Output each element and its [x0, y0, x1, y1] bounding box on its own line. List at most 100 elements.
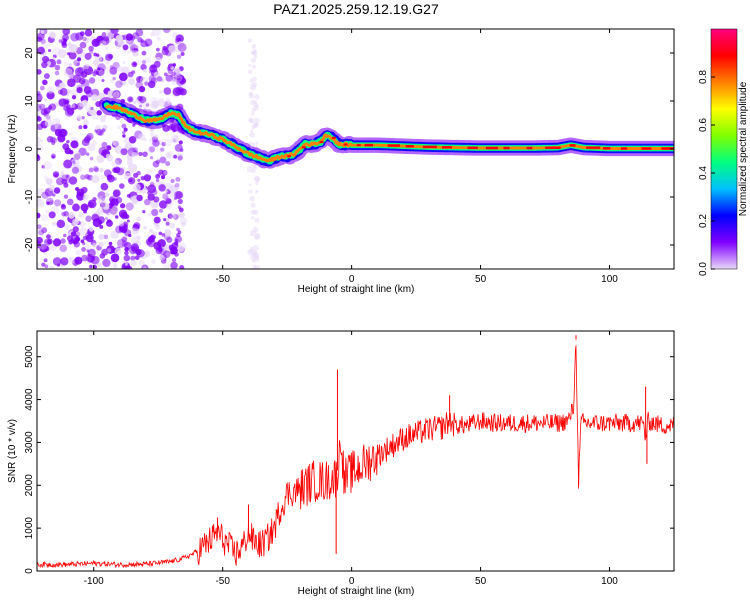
spectrogram-noise-cell: [144, 234, 150, 239]
spectrogram-noise-cell: [47, 238, 53, 245]
spectrogram-noise-cell: [159, 156, 167, 164]
spectrogram-noise-cell: [139, 104, 143, 108]
spectrogram-noise-cell: [82, 242, 86, 246]
spectrogram-noise-cell: [99, 167, 104, 173]
spectrogram-noise-cell: [41, 227, 48, 234]
snr-xtick-label: -100: [84, 576, 104, 587]
spectrogram-noise-cell: [165, 151, 175, 160]
spectrogram-noise-cell: [46, 234, 51, 239]
spectrogram-noise-cell: [147, 213, 152, 217]
spectrogram-noise-cell: [136, 235, 141, 240]
spectrogram-noise-cell: [169, 222, 176, 229]
spectrogram-noise-cell: [153, 216, 161, 224]
spectrogram-noise-cell: [68, 43, 78, 53]
spectrogram-noise-cell: [72, 74, 82, 83]
spectrogram-noise-cell: [37, 141, 41, 147]
snr-xtick-label: 0: [349, 576, 355, 587]
spectrogram-noise-cell: [60, 170, 65, 175]
spectrogram-noise-cell: [37, 93, 43, 103]
spectrogram-noise-cell: [83, 86, 92, 95]
spectrogram-noise-cell: [157, 247, 163, 253]
spectrogram-noise-cell: [130, 259, 137, 267]
spectrogram-noise-cell: [176, 77, 185, 86]
spectrogram-noise-cell: [49, 265, 55, 269]
spectrogram-noise-cell: [165, 218, 170, 223]
spectrogram-noise-cell: [97, 208, 103, 214]
spectrogram-noise-cell: [71, 166, 80, 174]
spectrogram-noise-cell: [40, 38, 46, 45]
spectrogram-noise-cell: [138, 86, 146, 93]
spectrogram-noise-cell: [177, 230, 182, 235]
spectrogram-noise-cell: [68, 51, 77, 60]
spectrogram-noise-cell: [255, 189, 259, 193]
spectrogram-noise-cell: [151, 259, 156, 265]
spectrogram-noise-cell: [96, 110, 102, 116]
spectrogram-noise-cell: [175, 74, 183, 83]
spectrogram-noise-cell: [85, 134, 92, 142]
spectrogram-noise-cell: [70, 140, 79, 149]
spectrogram-noise-cell: [56, 86, 61, 91]
spectrogram-noise-cell: [37, 116, 42, 122]
spectrogram-noise-cell: [165, 198, 172, 205]
spectrogram-noise-cell: [41, 165, 46, 169]
spectrogram-noise-cell: [87, 248, 96, 257]
spectrogram-noise-cell: [246, 166, 254, 173]
spectrogram-noise-cell: [142, 101, 150, 109]
spectrogram-noise-cell: [88, 50, 94, 55]
spectrogram-noise-cell: [168, 45, 177, 54]
spectrogram-noise-cell: [115, 80, 123, 89]
spectrogram-noise-cell: [176, 153, 184, 160]
spectrogram-noise-cell: [70, 89, 79, 98]
spectrogram-noise-cell: [105, 66, 110, 71]
spectrogram-noise-cell: [49, 136, 56, 143]
spectrogram-noise-cell: [165, 161, 171, 167]
spectrogram-noise-cell: [63, 210, 69, 217]
spectrogram-noise-cell: [247, 69, 253, 74]
spectrogram-noise-cell: [252, 76, 257, 82]
spectrogram-xtick-label: 0: [349, 274, 355, 285]
spectrogram-noise-cell: [173, 72, 182, 81]
spectrogram-noise-cell: [137, 178, 141, 182]
spectrogram-noise-cell: [89, 156, 94, 161]
spectrogram-noise-cell: [110, 253, 120, 263]
spectrogram-noise-cell: [155, 247, 161, 252]
spectrogram-noise-cell: [72, 151, 82, 160]
spectrogram-noise-cell: [97, 67, 101, 71]
spectrogram-noise-cell: [52, 193, 56, 197]
spectrogram-x-axis-label: Height of straight line (km): [298, 284, 415, 295]
spectrogram-noise-cell: [90, 255, 100, 265]
spectrogram-noise-cell: [108, 241, 113, 246]
spectrogram-noise-cell: [142, 151, 148, 157]
spectrogram-ytick-label: -10: [24, 189, 35, 204]
spectrogram-noise-cell: [156, 76, 163, 82]
spectrogram-noise-cell: [249, 84, 257, 91]
spectrogram-noise-cell: [149, 131, 155, 137]
spectrogram-noise-cell: [110, 230, 119, 239]
spectrogram-noise-cell: [160, 175, 166, 180]
spectrogram-noise-cell: [172, 213, 179, 220]
spectrogram-noise-cell: [106, 248, 112, 253]
spectrogram-noise-cell: [255, 141, 259, 145]
spectrogram-noise-cell: [68, 132, 73, 136]
spectrogram-noise-cell: [150, 77, 158, 84]
spectrogram-noise-cell: [65, 174, 70, 179]
spectrogram-noise-cell: [168, 212, 177, 220]
spectrogram-noise-cell: [56, 177, 64, 186]
snr-ytick-label: 2000: [24, 474, 35, 497]
spectrogram-noise-cell: [251, 46, 255, 49]
colorbar-label: Normalized spectral amplitude: [738, 81, 749, 216]
snr-xtick-label: 100: [601, 576, 618, 587]
spectrogram-noise-cell: [130, 255, 136, 261]
spectrogram-noise-cell: [154, 134, 159, 138]
spectrogram-noise-cell: [51, 155, 55, 159]
spectrogram-noise-cell: [152, 160, 160, 168]
spectrogram-noise-cell: [152, 29, 161, 37]
spectrogram-xtick-label: -100: [84, 274, 104, 285]
spectrogram-noise-cell: [97, 262, 102, 268]
spectrogram-noise-cell: [38, 103, 46, 110]
spectrogram-noise-cell: [143, 137, 147, 142]
spectrogram-noise-cell: [46, 136, 54, 143]
spectrogram-noise-cell: [140, 63, 147, 71]
spectrogram-noise-cell: [248, 189, 253, 194]
